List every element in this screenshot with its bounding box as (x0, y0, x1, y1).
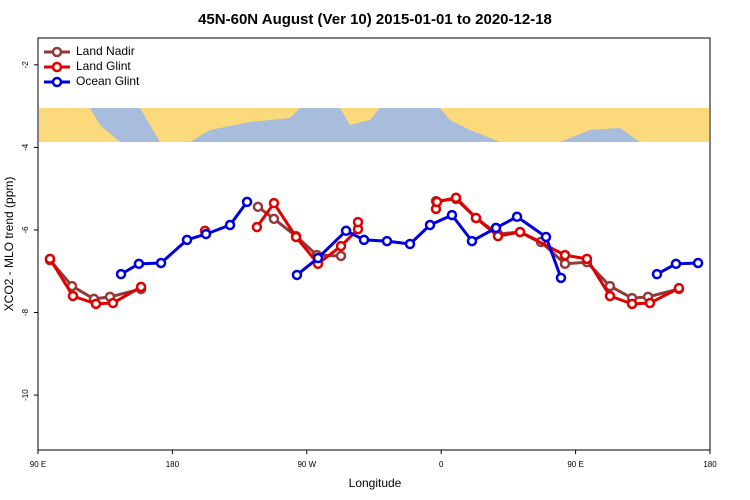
legend-marker (51, 61, 63, 73)
x-tick-label: 90 W (297, 460, 316, 469)
point (268, 197, 280, 209)
point (133, 258, 145, 270)
point (224, 219, 236, 231)
point (115, 268, 127, 280)
x-tick-label: 90 E (30, 460, 46, 469)
x-tick-label: 180 (703, 460, 717, 469)
point (352, 216, 364, 228)
point (312, 252, 324, 264)
y-tick-label: -6 (21, 226, 30, 234)
point (268, 213, 280, 225)
point (135, 281, 147, 293)
point (490, 222, 502, 234)
y-tick-label: -4 (21, 143, 30, 151)
x-tick-label: 180 (166, 460, 180, 469)
y-tick-label: -10 (21, 389, 30, 401)
point (155, 257, 167, 269)
point (651, 268, 663, 280)
point (540, 231, 552, 243)
point (335, 250, 347, 262)
point (252, 201, 264, 213)
point (424, 219, 436, 231)
y-tick-label: -8 (21, 308, 30, 316)
point (492, 230, 504, 242)
point (381, 235, 393, 247)
point (200, 228, 212, 240)
point (431, 196, 443, 208)
legend-marker (51, 76, 63, 88)
point (604, 290, 616, 302)
point (404, 238, 416, 250)
y-axis-label: XCO2 - MLO trend (ppm) (2, 177, 16, 312)
point (673, 282, 685, 294)
point (450, 192, 462, 204)
x-tick-label: 90 E (567, 460, 583, 469)
map-band (39, 108, 709, 142)
legend-label: Land Nadir (76, 44, 135, 58)
point (358, 234, 370, 246)
plot-frame (37, 37, 711, 451)
point (470, 212, 482, 224)
x-tick-label: 0 (439, 460, 444, 469)
point (670, 258, 682, 270)
point (241, 196, 253, 208)
point (44, 253, 56, 265)
legend-label: Ocean Glint (76, 74, 140, 88)
point (290, 231, 302, 243)
point (626, 298, 638, 310)
point (251, 221, 263, 233)
point (559, 258, 571, 270)
point (604, 280, 616, 292)
point (90, 298, 102, 310)
point (511, 211, 523, 223)
y-tick-label: -2 (21, 61, 30, 69)
point (335, 240, 347, 252)
legend-marker (51, 46, 63, 58)
point (559, 249, 571, 261)
point (340, 225, 352, 237)
x-axis-label: Longitude (349, 476, 402, 490)
point (644, 297, 656, 309)
point (514, 226, 526, 238)
point (692, 257, 704, 269)
point (446, 209, 458, 221)
point (67, 290, 79, 302)
point (466, 235, 478, 247)
point (107, 297, 119, 309)
legend-label: Land Glint (76, 59, 131, 73)
point (581, 253, 593, 265)
point (291, 269, 303, 281)
point (555, 272, 567, 284)
point (181, 234, 193, 246)
chart-title: 45N-60N August (Ver 10) 2015-01-01 to 20… (198, 11, 552, 28)
